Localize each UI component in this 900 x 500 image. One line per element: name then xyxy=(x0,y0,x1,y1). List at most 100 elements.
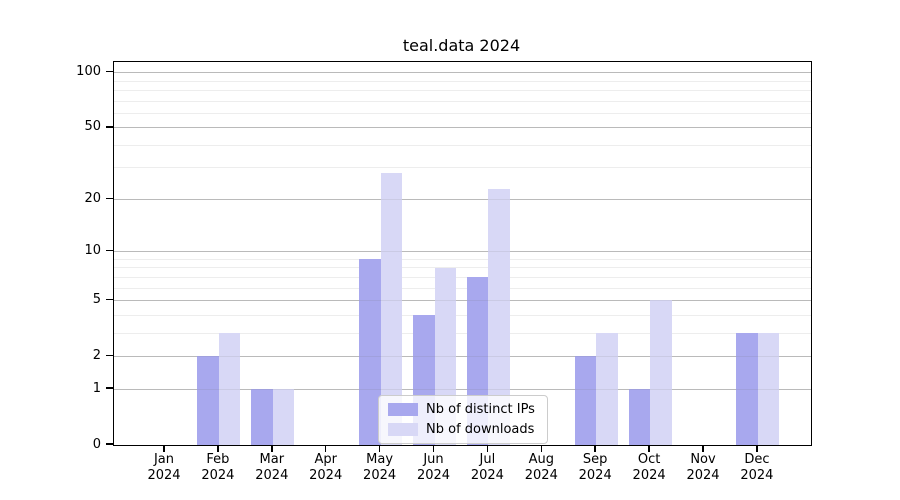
gridline-minor-80 xyxy=(114,89,811,91)
x-tick-label-Nov: Nov 2024 xyxy=(671,452,735,484)
x-label-year: 2024 xyxy=(201,468,235,483)
gridline-overlay-100 xyxy=(114,72,811,74)
gridline-overlay-50 xyxy=(114,127,811,129)
x-label-year: 2024 xyxy=(578,468,612,483)
gridline-minor-90 xyxy=(114,80,811,82)
bar-ips-Feb xyxy=(197,356,219,445)
y-tick-10 xyxy=(106,249,113,252)
legend-label-distinct-ips: Nb of distinct IPs xyxy=(426,402,535,417)
x-tick-Sep xyxy=(594,445,596,452)
x-tick-label-Dec: Dec 2024 xyxy=(725,452,789,484)
gridline-minor-8 xyxy=(114,267,811,269)
gridline-major-2 xyxy=(114,355,811,357)
bar-downloads-Feb xyxy=(218,333,241,445)
x-tick-label-Jul: Jul 2024 xyxy=(455,452,519,484)
x-tick-label-Jan: Jan 2024 xyxy=(132,452,196,484)
bar-downloads-May xyxy=(380,173,403,445)
x-label-month: Jan xyxy=(153,452,175,467)
gridline-major-1 xyxy=(114,388,811,390)
x-tick-label-Oct: Oct 2024 xyxy=(617,452,681,484)
bar-ips-May xyxy=(359,259,381,445)
gridline-overlay-1 xyxy=(114,388,811,390)
x-label-month: May xyxy=(366,452,394,467)
gridline-overlay-20 xyxy=(114,198,811,200)
y-tick-label-1: 1 xyxy=(92,380,101,396)
gridline-minor-6 xyxy=(114,287,811,289)
bar-ips-Oct xyxy=(628,389,651,445)
gridline-major-20 xyxy=(114,198,811,200)
x-label-month: Mar xyxy=(259,452,285,467)
x-tick-Aug xyxy=(540,445,543,452)
bar-downloads-Jul xyxy=(488,188,510,445)
y-tick-label-100: 100 xyxy=(76,64,101,80)
gridline-major-10 xyxy=(114,251,811,253)
y-tick-label-50: 50 xyxy=(84,119,101,135)
x-label-month: Nov xyxy=(690,452,716,467)
gridline-minor-7 xyxy=(114,276,811,278)
legend-swatch-distinct-ips xyxy=(388,403,418,416)
gridline-minor-60 xyxy=(114,112,811,114)
y-tick-label-5: 5 xyxy=(92,291,101,307)
x-tick-Dec xyxy=(756,445,758,452)
x-label-month: Feb xyxy=(206,452,230,467)
gridline-major-50 xyxy=(114,127,811,129)
gridline-major-5 xyxy=(114,299,811,301)
x-tick-Mar xyxy=(271,445,273,452)
x-tick-Jan xyxy=(163,445,165,452)
y-tick-label-10: 10 xyxy=(84,243,101,259)
y-tick-50 xyxy=(106,126,113,128)
x-label-month: Dec xyxy=(744,452,770,467)
y-tick-2 xyxy=(106,354,113,357)
gridline-minor-70 xyxy=(114,100,811,102)
gridline-minor-4 xyxy=(114,314,811,316)
x-tick-label-Sep: Sep 2024 xyxy=(563,452,627,484)
y-tick-0 xyxy=(106,443,113,445)
x-label-month: Aug xyxy=(528,452,554,467)
bar-downloads-Oct xyxy=(650,300,672,445)
y-tick-5 xyxy=(106,298,113,301)
bar-ips-Dec xyxy=(736,333,758,445)
gridline-overlay-5 xyxy=(114,299,811,301)
x-tick-May xyxy=(378,445,381,452)
gridline-overlay-10 xyxy=(114,251,811,253)
x-tick-label-Apr: Apr 2024 xyxy=(294,452,358,484)
x-label-year: 2024 xyxy=(255,468,289,483)
x-tick-Apr xyxy=(324,445,327,452)
bar-downloads-Mar xyxy=(272,389,295,445)
y-tick-20 xyxy=(106,197,113,200)
bar-downloads-Dec xyxy=(757,333,780,445)
x-tick-label-May: May 2024 xyxy=(348,452,412,484)
legend-swatch-downloads xyxy=(388,423,418,436)
y-tick-label-2: 2 xyxy=(92,347,101,363)
bar-ips-Mar xyxy=(251,389,273,445)
plot-area: Nb of distinct IPs Nb of downloads xyxy=(113,61,812,446)
gridline-minor-40 xyxy=(114,144,811,146)
bar-downloads-Sep xyxy=(596,333,618,445)
y-tick-1 xyxy=(106,387,113,389)
gridline-minor-30 xyxy=(114,167,811,169)
x-tick-label-Mar: Mar 2024 xyxy=(240,452,304,484)
x-label-year: 2024 xyxy=(470,468,504,483)
x-label-month: Jun xyxy=(423,452,444,467)
y-tick-label-20: 20 xyxy=(84,190,101,206)
y-tick-label-0: 0 xyxy=(92,436,101,452)
x-tick-label-Feb: Feb 2024 xyxy=(186,452,250,484)
legend-row-ips: Nb of distinct IPs xyxy=(388,402,538,417)
x-label-month: Sep xyxy=(582,452,608,467)
chart-title: teal.data 2024 xyxy=(402,36,521,55)
gridline-minor-3 xyxy=(114,332,811,334)
bar-ips-Sep xyxy=(574,356,597,445)
x-label-year: 2024 xyxy=(416,468,451,483)
legend-row-downloads: Nb of downloads xyxy=(388,422,538,437)
x-tick-label-Aug: Aug 2024 xyxy=(509,452,573,484)
gridline-minor-9 xyxy=(114,258,811,260)
x-label-year: 2024 xyxy=(632,468,666,483)
x-label-month: Oct xyxy=(637,452,661,467)
y-tick-100 xyxy=(106,70,113,73)
x-tick-Nov xyxy=(702,445,704,452)
x-label-month: Apr xyxy=(314,452,337,467)
x-label-year: 2024 xyxy=(147,468,181,483)
x-tick-Feb xyxy=(217,445,219,452)
gridline-overlay-2 xyxy=(114,355,811,357)
